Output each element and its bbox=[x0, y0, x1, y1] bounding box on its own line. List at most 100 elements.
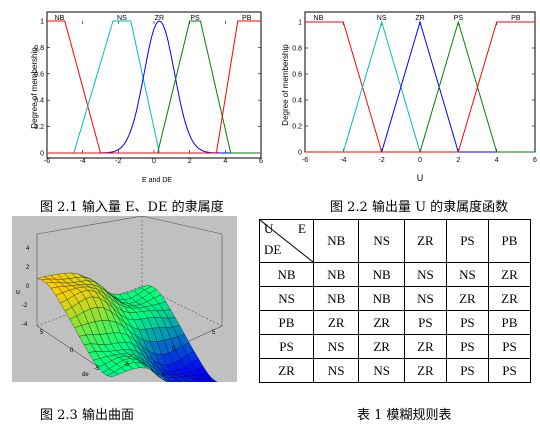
table-cell: PB bbox=[487, 310, 532, 335]
x-tick-label: 0 bbox=[152, 158, 156, 165]
de-axis-label: de bbox=[82, 372, 89, 378]
z-tick-labels: 4 2 0 -2 -4 bbox=[22, 246, 30, 328]
x-tick-label: -4 bbox=[340, 157, 346, 164]
x-tick-label: -4 bbox=[80, 158, 86, 165]
table-cell: ZR bbox=[358, 310, 405, 335]
table-cell: ZR bbox=[358, 334, 405, 359]
table-row: ZR NS NS ZR PS PS bbox=[259, 358, 532, 383]
column-header: PB bbox=[487, 219, 532, 263]
set-label: PS bbox=[190, 15, 200, 22]
table-cell: NS bbox=[445, 262, 489, 287]
membership-curve-pb bbox=[305, 21, 535, 153]
table-row: PS NS ZR ZR PS PS bbox=[259, 334, 532, 359]
row-header: ZR bbox=[259, 358, 314, 383]
x-tick-label: 6 bbox=[259, 158, 263, 165]
table-cell: NS bbox=[312, 334, 360, 359]
table-cell: NB bbox=[358, 286, 405, 311]
table-cell: ZR bbox=[403, 358, 447, 383]
table-cell: PS bbox=[487, 334, 532, 359]
surface-mesh bbox=[36, 272, 223, 390]
table-cell: NS bbox=[403, 286, 447, 311]
corner-label-u: U bbox=[264, 221, 274, 236]
column-header: ZR bbox=[403, 219, 447, 263]
table-cell: NB bbox=[312, 262, 360, 287]
figure-2-1-caption: 图 2.1 输入量 E、DE 的隶属度 bbox=[40, 200, 224, 215]
e-axis-label: e bbox=[162, 372, 166, 378]
corner-label-de: DE bbox=[264, 242, 282, 257]
set-label: PB bbox=[511, 15, 521, 22]
row-header: PS bbox=[259, 334, 314, 359]
x-tick-label: -6 bbox=[302, 157, 308, 164]
set-label: NB bbox=[55, 15, 65, 22]
y-tick-label: 1 bbox=[298, 20, 302, 27]
x-tick-label: 2 bbox=[456, 157, 460, 164]
table-cell: PS bbox=[445, 310, 489, 335]
figure-input-membership: -6 -4 -2 0 2 4 6 0 0.2 0.4 0.6 0.8 1 NB NS ZR PS PB Degre… bbox=[30, 11, 263, 184]
y-tick: 5 bbox=[212, 330, 216, 336]
table-cell: ZR bbox=[487, 262, 532, 287]
y-tick-label: 0.6 bbox=[34, 71, 44, 78]
x-tick-label: 4 bbox=[495, 157, 499, 164]
set-label: PB bbox=[242, 15, 252, 22]
table-cell: NS bbox=[312, 358, 360, 383]
figure-output-membership: -6 -4 -2 0 2 4 6 0 0.2 0.4 0.6 0.8 1 NB NS ZR PS PB Degre… bbox=[281, 11, 537, 183]
y-tick-label: 0.2 bbox=[34, 124, 44, 131]
table-cell: ZR bbox=[312, 310, 360, 335]
table-cell: PS bbox=[445, 334, 489, 359]
set-label: NS bbox=[117, 15, 127, 22]
row-header: PB bbox=[259, 310, 314, 335]
diagonal-line bbox=[260, 220, 313, 262]
membership-plot-e-de: -6 -4 -2 0 2 4 6 0 0.2 0.4 0.6 0.8 1 NB NS ZR PS PB bbox=[34, 11, 263, 165]
table-cell: ZR bbox=[403, 334, 447, 359]
column-header: NB bbox=[312, 219, 360, 263]
x-tick-label: -6 bbox=[44, 158, 50, 165]
y-tick-label: 0.6 bbox=[292, 72, 302, 79]
table-cell: ZR bbox=[445, 286, 489, 311]
y-tick-label: 1 bbox=[40, 19, 44, 26]
y-tick-label: 0 bbox=[298, 150, 302, 157]
set-label: NS bbox=[377, 15, 387, 22]
table-corner-cell: U E DE bbox=[259, 219, 314, 263]
figure-output-surface: 4 2 0 -2 -4 u 5 0 -5 -5 0 5 de e bbox=[12, 215, 237, 390]
fuzzy-rule-table: U E DE NB NS ZR PS PB NB NB NB NS NS ZR … bbox=[259, 219, 532, 383]
corner-label-e: E bbox=[298, 221, 306, 236]
x-tick-label: -2 bbox=[115, 158, 121, 165]
table-cell: NB bbox=[312, 286, 360, 311]
y-axis-label: Degree of membership bbox=[281, 44, 290, 126]
surface-plot: 4 2 0 -2 -4 u 5 0 -5 -5 0 5 de e bbox=[16, 215, 223, 390]
table-cell: NB bbox=[358, 262, 405, 287]
y-tick-label: 0.4 bbox=[292, 98, 302, 105]
y-axis-label: Degree of membership bbox=[30, 47, 39, 129]
x-tick-label: 2 bbox=[188, 158, 192, 165]
y-tick: -5 bbox=[124, 362, 130, 368]
e-tick-labels: -5 0 5 bbox=[124, 330, 216, 368]
surface-patch bbox=[106, 371, 120, 378]
x-tick-label: 6 bbox=[533, 157, 537, 164]
table-cell: PS bbox=[487, 358, 532, 383]
z-tick: 4 bbox=[26, 246, 30, 252]
column-header: NS bbox=[358, 219, 405, 263]
table-1-caption: 表 1 模糊规则表 bbox=[357, 408, 452, 423]
table-cell: ZR bbox=[487, 286, 532, 311]
table-cell: PS bbox=[403, 310, 447, 335]
x-tick: 0 bbox=[70, 348, 74, 354]
z-tick: -4 bbox=[22, 322, 28, 328]
figure-2-2-caption: 图 2.2 输出量 U 的隶属度函数 bbox=[330, 200, 509, 215]
y-tick-label: 0.8 bbox=[292, 46, 302, 53]
x-tick: 5 bbox=[40, 330, 44, 336]
membership-curve-pb bbox=[47, 20, 261, 154]
table-row: NS NB NB NS ZR ZR bbox=[259, 286, 532, 311]
set-label: PS bbox=[454, 15, 464, 22]
de-tick-labels: 5 0 -5 bbox=[40, 330, 100, 372]
table-header-row: U E DE NB NS ZR PS PB bbox=[259, 219, 532, 263]
row-header: NS bbox=[259, 286, 314, 311]
table-cell: NS bbox=[403, 262, 447, 287]
z-tick: 0 bbox=[26, 284, 30, 290]
table-cell: NS bbox=[358, 358, 405, 383]
z-tick: 2 bbox=[26, 265, 30, 271]
set-label: ZR bbox=[155, 15, 164, 22]
y-tick: 0 bbox=[172, 346, 176, 352]
x-tick: -5 bbox=[94, 366, 100, 372]
y-tick-label: 0.8 bbox=[34, 45, 44, 52]
x-tick-label: 0 bbox=[418, 157, 422, 164]
